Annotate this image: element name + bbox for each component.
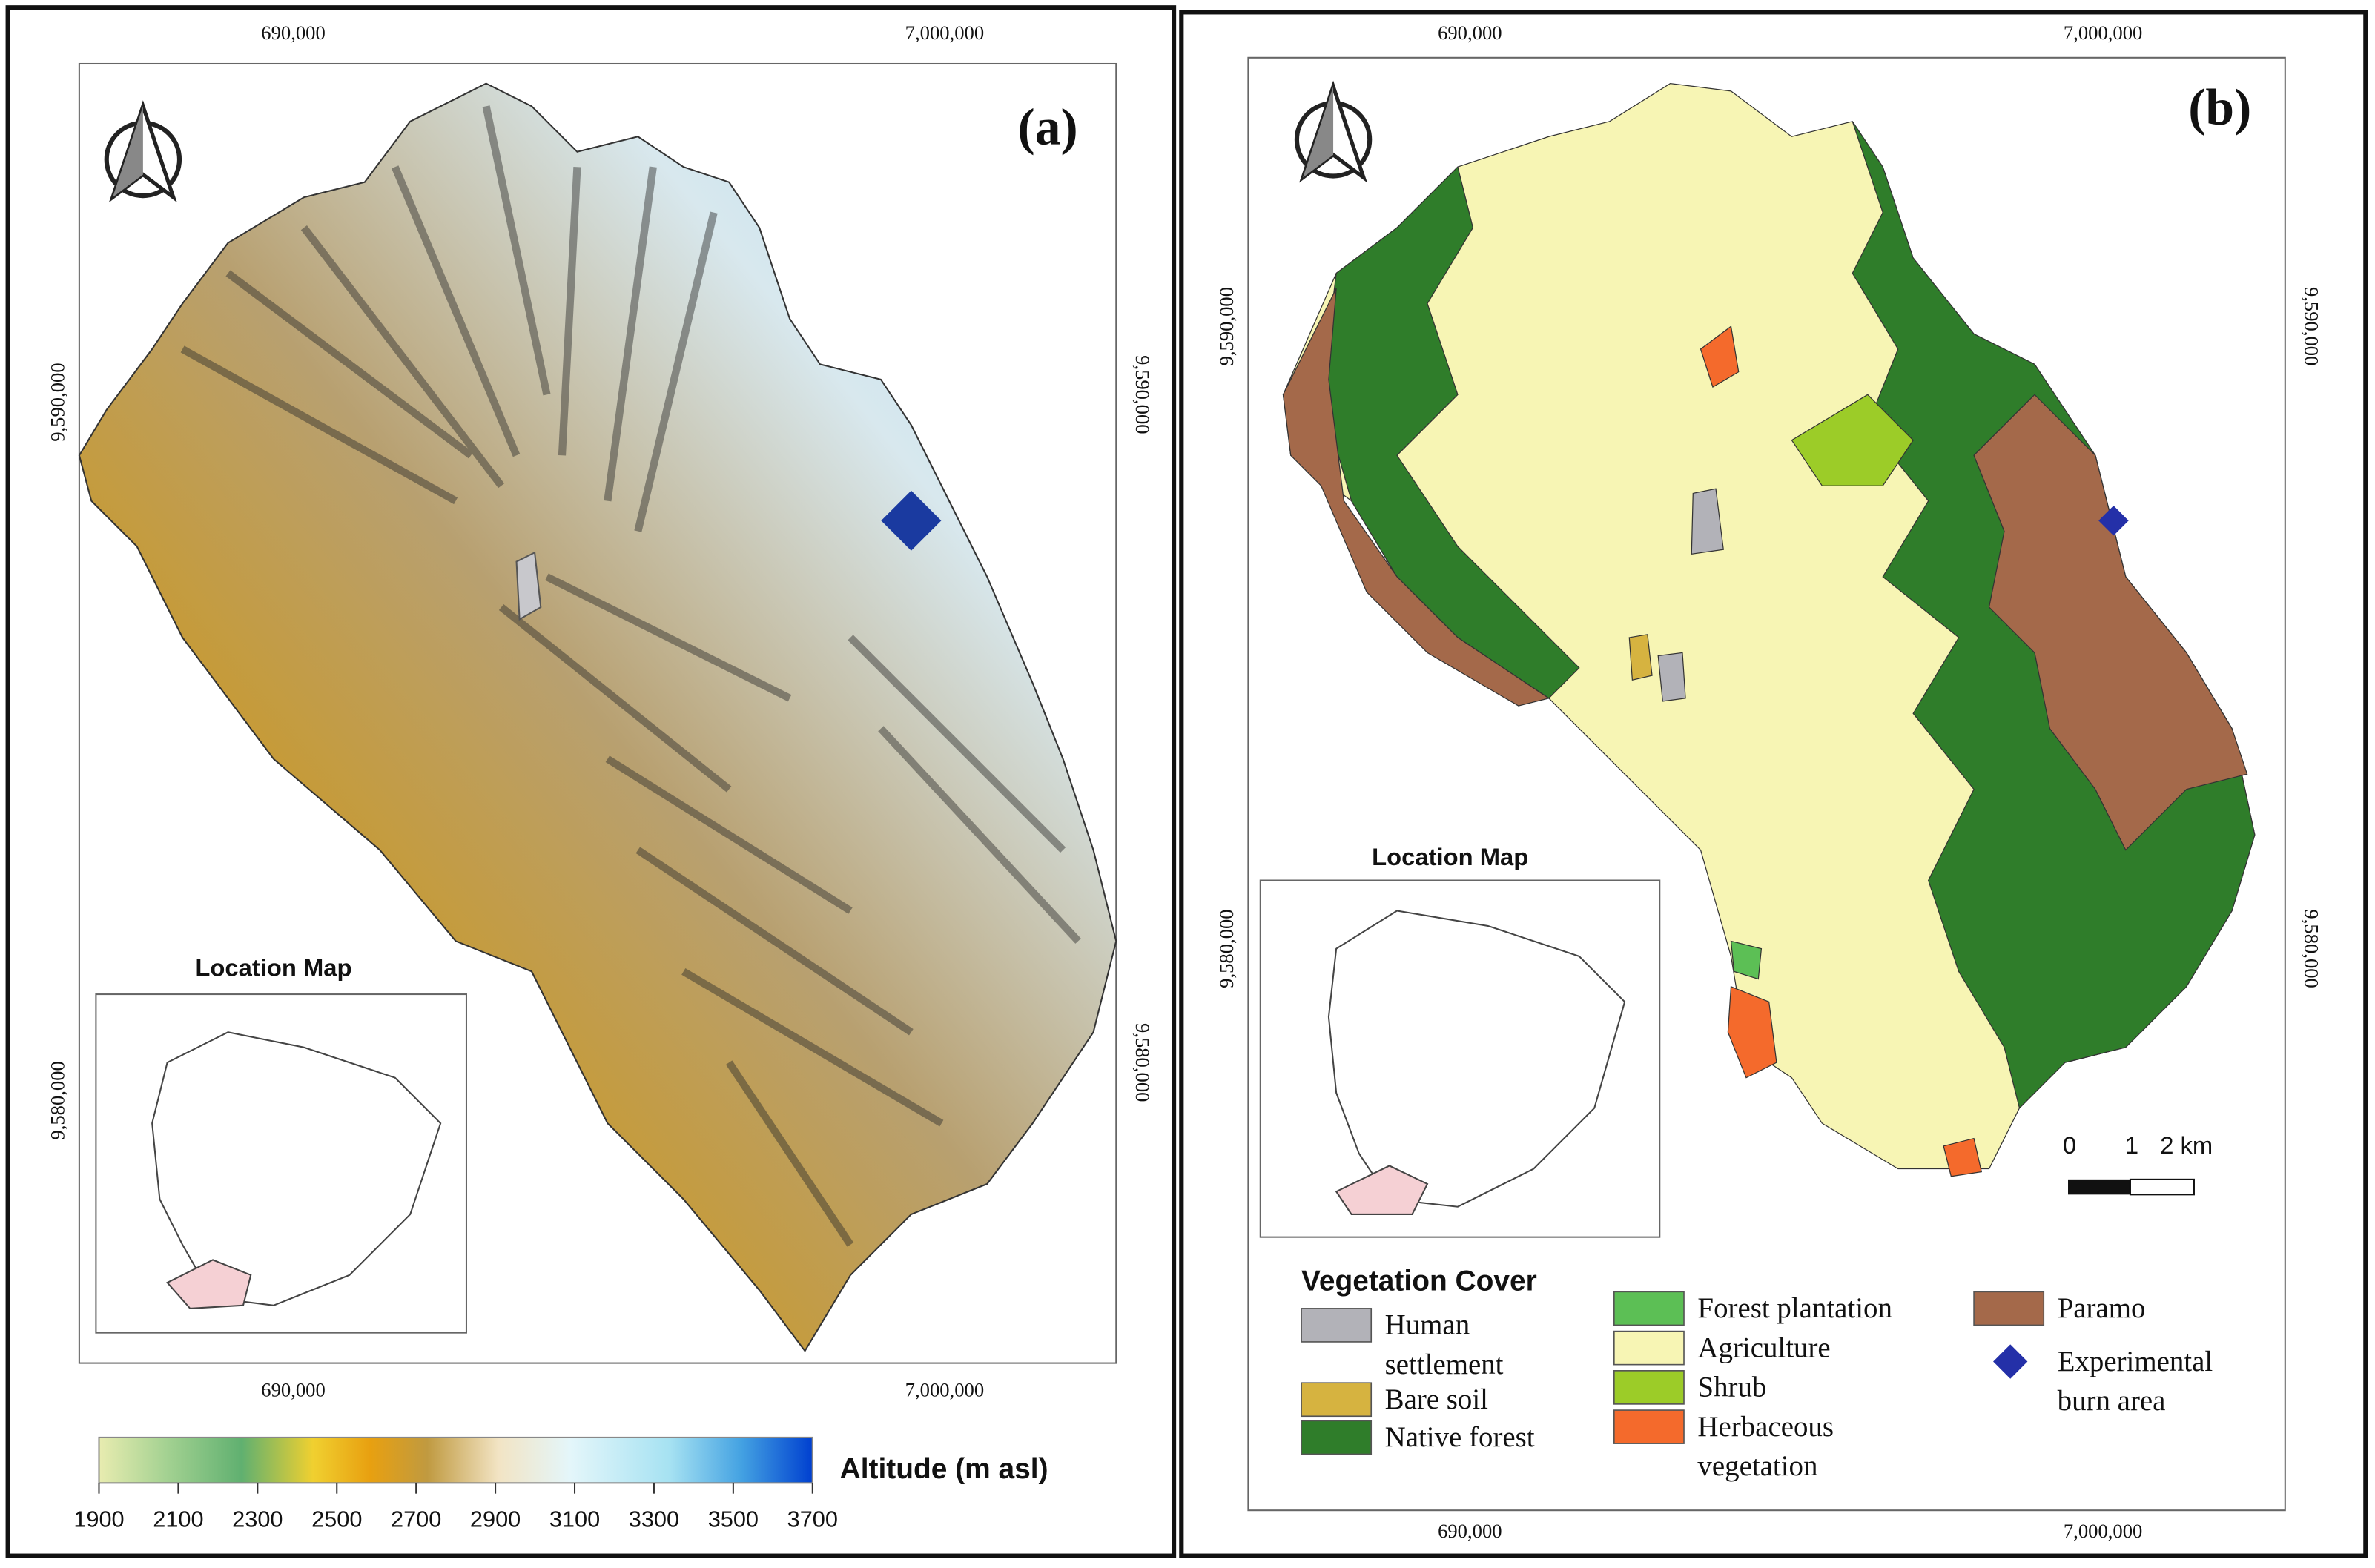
vegetation-map — [1282, 82, 2256, 1177]
herbaceous — [1727, 985, 1777, 1079]
legend-swatch — [1613, 1291, 1685, 1326]
legend-swatch — [1973, 1291, 2045, 1326]
x-coord: 690,000 — [261, 1379, 325, 1401]
colorbar-ticks: 1900 2100 2300 2500 2700 2900 3100 3300 3500 3700 — [73, 1483, 838, 1532]
colorbar-tick-label: 2900 — [470, 1506, 521, 1532]
herbaceous — [1943, 1137, 1983, 1177]
x-coord: 7,000,000 — [905, 21, 984, 44]
paramo — [1282, 288, 1550, 707]
x-coord: 690,000 — [1438, 1520, 1502, 1542]
legend-swatch — [1301, 1308, 1373, 1343]
y-coord: 9,590,000 — [1132, 355, 1154, 434]
panel-label: (b) — [2188, 79, 2251, 136]
colorbar-tick-label: 1900 — [73, 1506, 124, 1532]
region — [165, 1259, 252, 1309]
y-coord: 9,590,000 — [1215, 287, 1238, 365]
x-coord: 690,000 — [261, 21, 325, 44]
colorbar-tick-label: 3100 — [549, 1506, 600, 1532]
colorbar-tick-label: 3300 — [629, 1506, 679, 1532]
x-coord: 7,000,000 — [2064, 21, 2142, 44]
y-coord: 9,580,000 — [1132, 1023, 1154, 1102]
legend-swatch — [1301, 1420, 1373, 1455]
legend-title: Vegetation Cover — [1301, 1265, 1537, 1297]
legend-label: Native forest — [1385, 1421, 1535, 1453]
region — [1335, 1165, 1429, 1215]
x-coord: 7,000,000 — [2064, 1520, 2142, 1542]
y-coord: 9,580,000 — [2300, 909, 2322, 988]
colorbar-tick-label: 2500 — [311, 1506, 362, 1532]
location-title: Location Map — [195, 954, 351, 982]
legend-label: Experimental — [2058, 1346, 2213, 1377]
legend-label: Bare soil — [1385, 1383, 1489, 1415]
scale-bar — [2068, 1178, 2195, 1196]
y-coord: 9,590,000 — [46, 363, 68, 441]
shrub — [1791, 394, 1914, 486]
scale-label: 0 — [2063, 1131, 2076, 1159]
colorbar-tick-label: 3500 — [708, 1506, 759, 1532]
country-outline — [1327, 910, 1626, 1208]
x-coord: 690,000 — [1438, 21, 1502, 44]
country-outline — [151, 1031, 442, 1306]
y-coord: 9,590,000 — [2300, 287, 2322, 365]
legend-swatch — [1993, 1344, 2028, 1379]
panel-label: (a) — [1018, 99, 1078, 156]
legend-label: Shrub — [1697, 1372, 1766, 1403]
colorbar — [98, 1436, 813, 1484]
legend-swatch — [1613, 1370, 1685, 1405]
settlement — [515, 551, 542, 621]
legend-label: burn area — [2058, 1385, 2166, 1417]
herbaceous — [1700, 325, 1740, 388]
colorbar-tick-label: 2100 — [153, 1506, 203, 1532]
legend-label: settlement — [1385, 1349, 1504, 1380]
legend-label: Forest plantation — [1697, 1292, 1892, 1324]
colorbar-tick-label: 2300 — [232, 1506, 283, 1532]
hillshade — [180, 105, 1081, 1247]
colorbar-tick-label: 3700 — [787, 1506, 838, 1532]
north-arrow — [104, 100, 182, 203]
legend-swatch — [1613, 1409, 1685, 1444]
legend-label: vegetation — [1697, 1450, 1817, 1482]
x-coord: 7,000,000 — [905, 1379, 984, 1401]
settlement — [1657, 652, 1686, 702]
panel-border — [1179, 10, 2368, 1558]
location-title: Location Map — [1372, 843, 1528, 870]
y-coord: 9,580,000 — [46, 1061, 68, 1139]
scale-label: 1 — [2125, 1131, 2138, 1159]
paramo — [1973, 394, 2248, 851]
legend-label: Paramo — [2058, 1292, 2146, 1324]
bare-soil — [1628, 634, 1653, 681]
colorbar-tick-label: 2700 — [391, 1506, 441, 1532]
panel-border — [5, 5, 1177, 1558]
legend-swatch — [1301, 1382, 1373, 1418]
elevation-map — [78, 82, 1117, 1353]
legend-swatch — [1613, 1330, 1685, 1366]
colorbar-title: Altitude (m asl) — [840, 1453, 1048, 1485]
scale-label: 2 km — [2160, 1131, 2213, 1159]
legend-label: Herbaceous — [1697, 1411, 1834, 1443]
native-forest — [1321, 166, 1580, 699]
north-arrow — [1294, 80, 1373, 183]
settlement — [1691, 488, 1724, 555]
legend-label: Agriculture — [1697, 1332, 1830, 1363]
forest-plantation — [1730, 940, 1763, 980]
y-coord: 9,580,000 — [1215, 909, 1238, 988]
legend-label: Human — [1385, 1309, 1470, 1341]
